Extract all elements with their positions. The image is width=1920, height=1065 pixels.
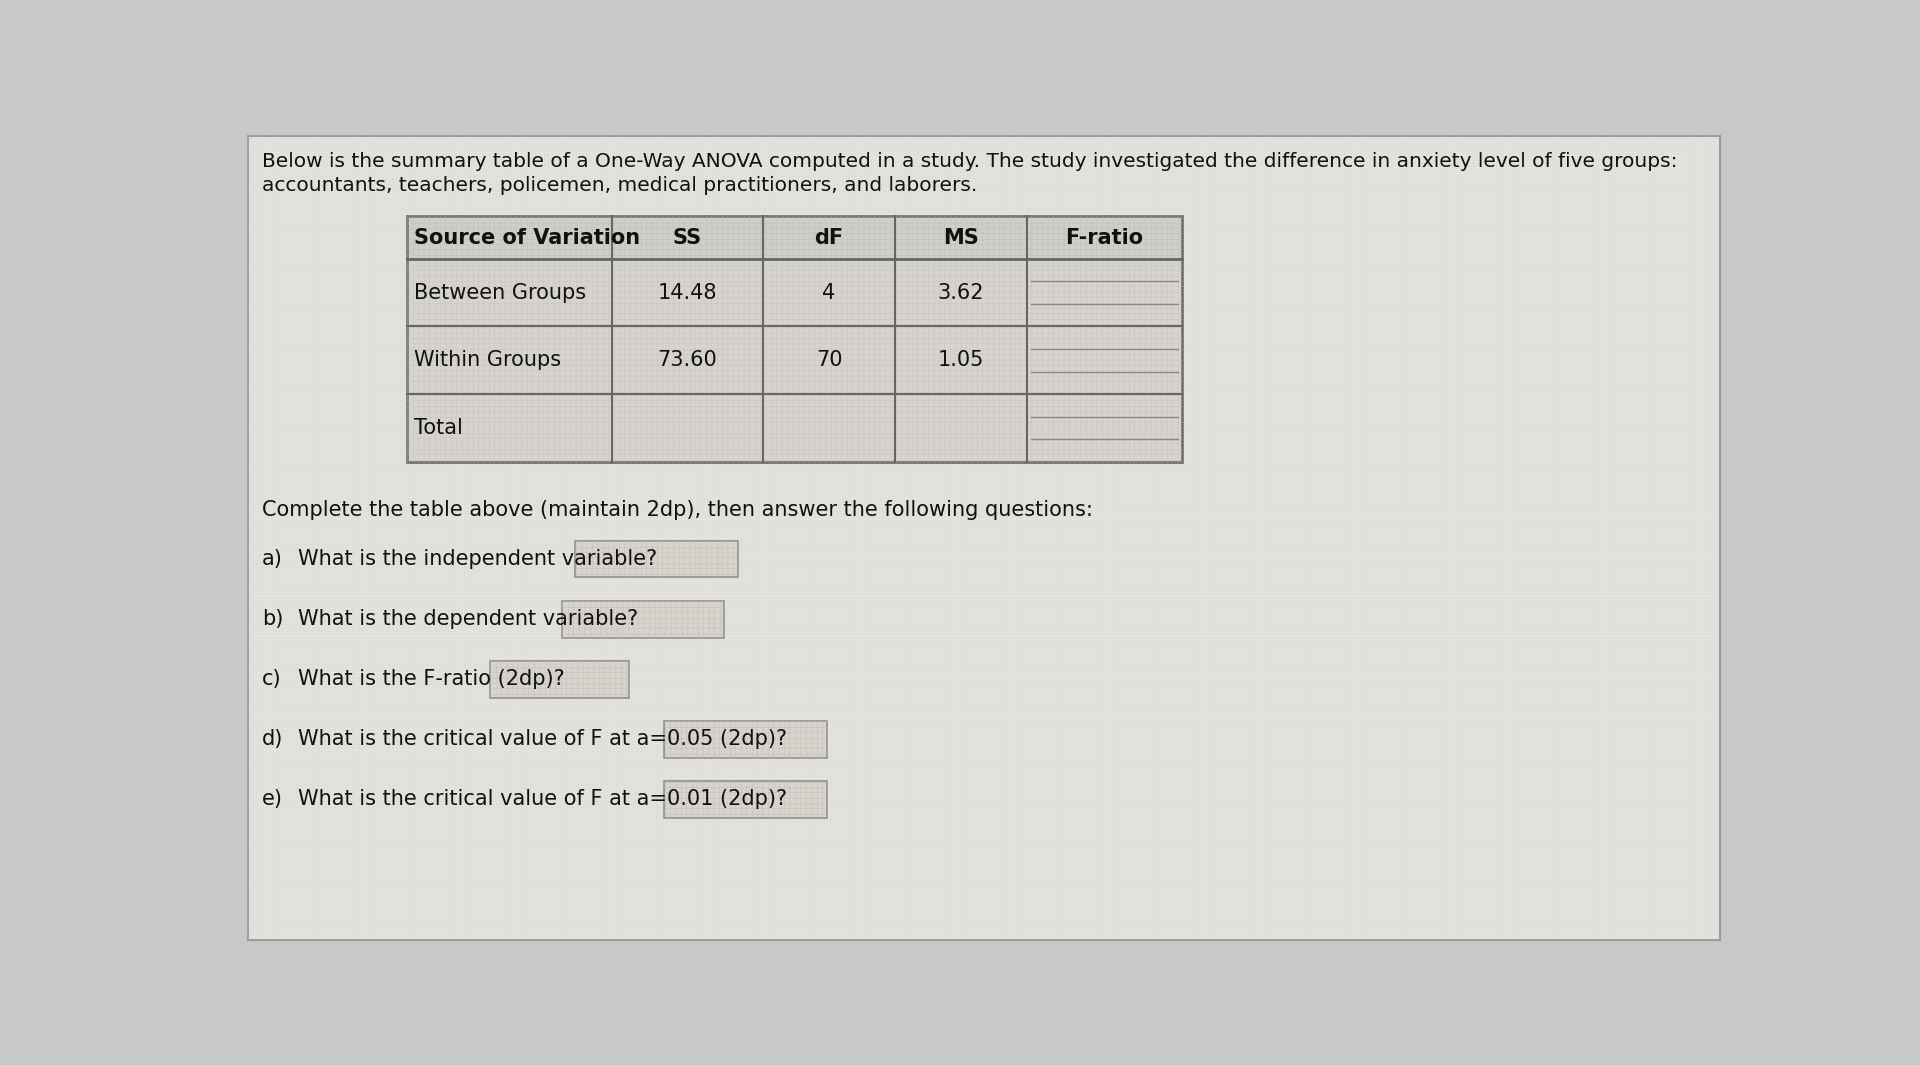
Bar [407,259,1181,327]
Bar [407,394,1181,462]
Text: Between Groups: Between Groups [415,282,586,302]
Text: 73.60: 73.60 [659,350,718,371]
Text: a): a) [261,548,282,569]
Text: e): e) [261,789,282,809]
Text: 3.62: 3.62 [937,282,983,302]
Text: 14.48: 14.48 [659,282,718,302]
Text: What is the dependent variable?: What is the dependent variable? [298,609,637,629]
Text: What is the F-ratio (2dp)?: What is the F-ratio (2dp)? [298,669,564,689]
Text: c): c) [261,669,282,689]
Text: 4: 4 [822,282,835,302]
Bar [574,541,737,577]
Text: What is the critical value of F at a=0.01 (2dp)?: What is the critical value of F at a=0.0… [298,789,787,809]
Text: What is the critical value of F at a=0.05 (2dp)?: What is the critical value of F at a=0.0… [298,730,787,749]
Text: dF: dF [814,228,843,247]
Text: 70: 70 [816,350,843,371]
Bar [407,327,1181,394]
Bar [664,781,828,818]
Text: 1.05: 1.05 [937,350,983,371]
Bar [490,660,630,698]
Text: b): b) [261,609,282,629]
Text: accountants, teachers, policemen, medical practitioners, and laborers.: accountants, teachers, policemen, medica… [261,176,977,195]
Text: SS: SS [674,228,703,247]
Text: F-ratio: F-ratio [1066,228,1142,247]
Text: Source of Variation: Source of Variation [415,228,641,247]
Bar [664,781,828,818]
Text: Complete the table above (maintain 2dp), then answer the following questions:: Complete the table above (maintain 2dp),… [261,501,1092,521]
Text: Total: Total [415,419,463,438]
Text: MS: MS [943,228,979,247]
Text: What is the independent variable?: What is the independent variable? [298,548,657,569]
Bar [664,721,828,757]
Bar [574,541,737,577]
Bar [407,216,1181,259]
Text: Below is the summary table of a One-Way ANOVA computed in a study. The study inv: Below is the summary table of a One-Way … [261,152,1678,171]
Bar [563,601,724,638]
Text: Within Groups: Within Groups [415,350,561,371]
Bar [664,721,828,757]
Bar [407,216,1181,462]
Bar [490,660,630,698]
Bar [563,601,724,638]
Text: d): d) [261,730,282,749]
